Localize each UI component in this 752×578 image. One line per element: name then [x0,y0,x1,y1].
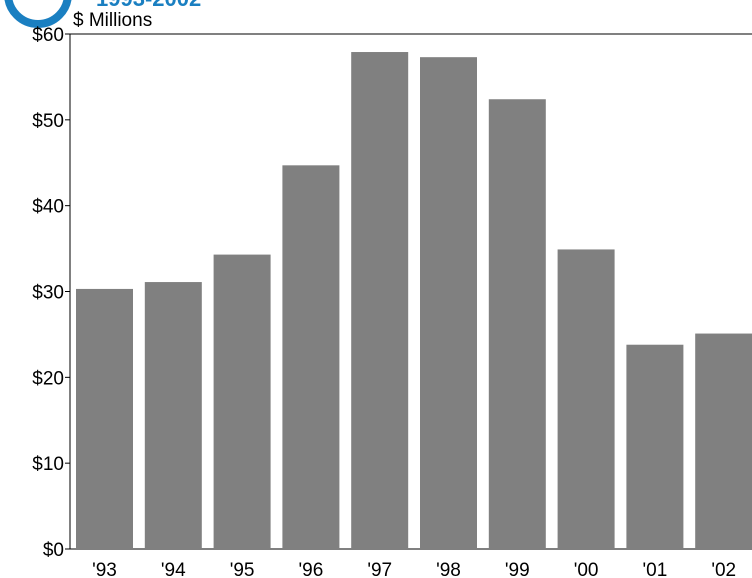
bar [695,333,752,549]
y-axis-unit-label: $ Millions [73,10,152,31]
bar [420,57,477,550]
chart-title: 1993-2002 [96,0,201,11]
x-tick-label: '94 [161,560,186,578]
bar [144,282,202,549]
y-tick-label: $30 [32,283,64,304]
bar [213,254,271,549]
bar [282,165,340,549]
x-tick-label: '97 [367,560,392,578]
bar [76,288,133,549]
bar [626,344,684,549]
x-tick-label: '00 [574,560,599,578]
x-tick-label: '96 [299,560,324,578]
y-axis-ticks: $0 $10 $20 $30 $40 $50 $60 [32,25,70,561]
x-tick-label: '95 [230,560,255,578]
x-tick-label: '99 [505,560,530,578]
y-tick-label: $50 [32,111,64,132]
circle-logo-icon [4,0,72,28]
x-axis-ticks: '93 '94 '95 '96 '97 '98 '99 '00 '01 '02 [92,560,736,578]
y-tick-label: $60 [32,25,64,46]
bars-group [76,52,752,550]
x-tick-label: '98 [436,560,461,578]
bar [557,249,615,550]
x-tick-label: '01 [643,560,668,578]
x-tick-label: '93 [92,560,117,578]
bar [488,99,546,549]
bar [351,52,409,550]
y-tick-label: $0 [43,540,64,561]
x-tick-label: '02 [711,560,736,578]
y-tick-label: $10 [32,454,64,475]
y-tick-label: $20 [32,368,64,389]
y-tick-label: $40 [32,197,64,218]
